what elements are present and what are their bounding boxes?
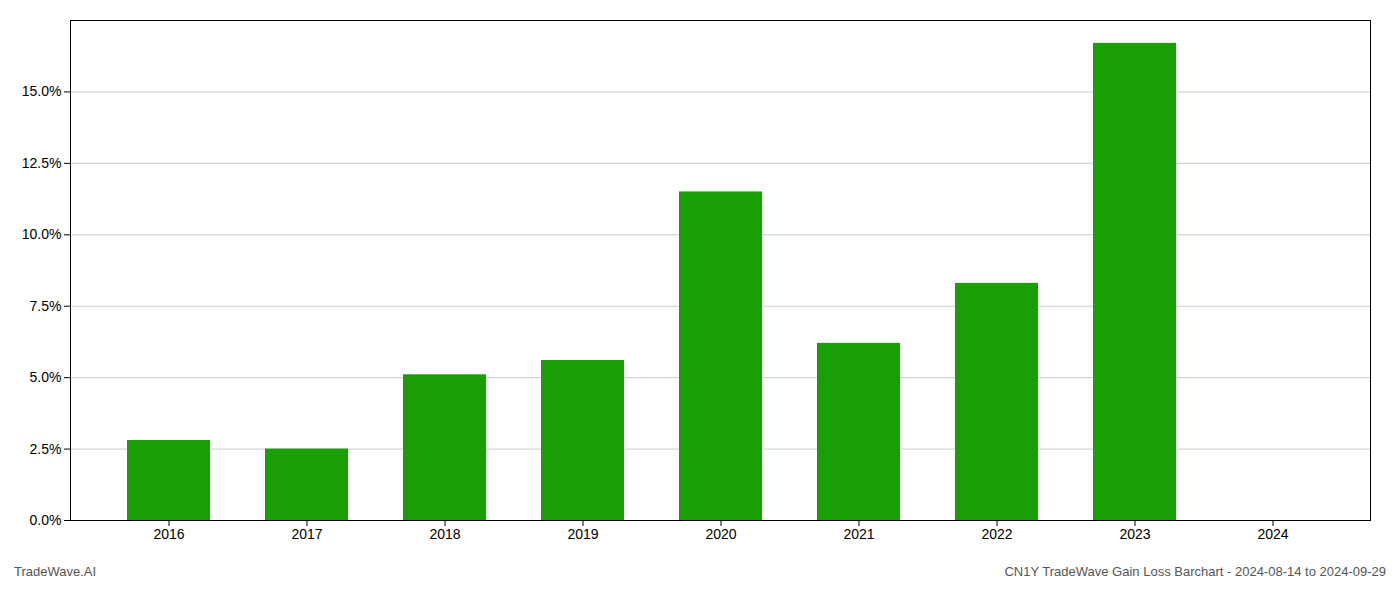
svg-text:2018: 2018: [429, 526, 460, 542]
svg-text:2016: 2016: [153, 526, 184, 542]
svg-text:2020: 2020: [705, 526, 736, 542]
svg-text:2024: 2024: [1257, 526, 1288, 542]
html-text:CN1Y TradeWave Gain Loss Barch: CN1Y TradeWave Gain Loss Barchart - 2024…: [1004, 564, 1386, 579]
svg-text:2.5%: 2.5%: [30, 441, 62, 457]
svg-text:2023: 2023: [1119, 526, 1150, 542]
svg-text:7.5%: 7.5%: [30, 298, 62, 314]
html-text:TradeWave.AI: TradeWave.AI: [14, 564, 97, 579]
svg-text:5.0%: 5.0%: [30, 369, 62, 385]
svg-text:2019: 2019: [567, 526, 598, 542]
svg-text:15.0%: 15.0%: [22, 83, 62, 99]
svg-text:12.5%: 12.5%: [22, 155, 62, 171]
svg-text:2017: 2017: [291, 526, 322, 542]
svg-text:2022: 2022: [981, 526, 1012, 542]
svg-text:10.0%: 10.0%: [22, 226, 62, 242]
svg-text:2021: 2021: [843, 526, 874, 542]
svg-text:0.0%: 0.0%: [30, 512, 62, 528]
